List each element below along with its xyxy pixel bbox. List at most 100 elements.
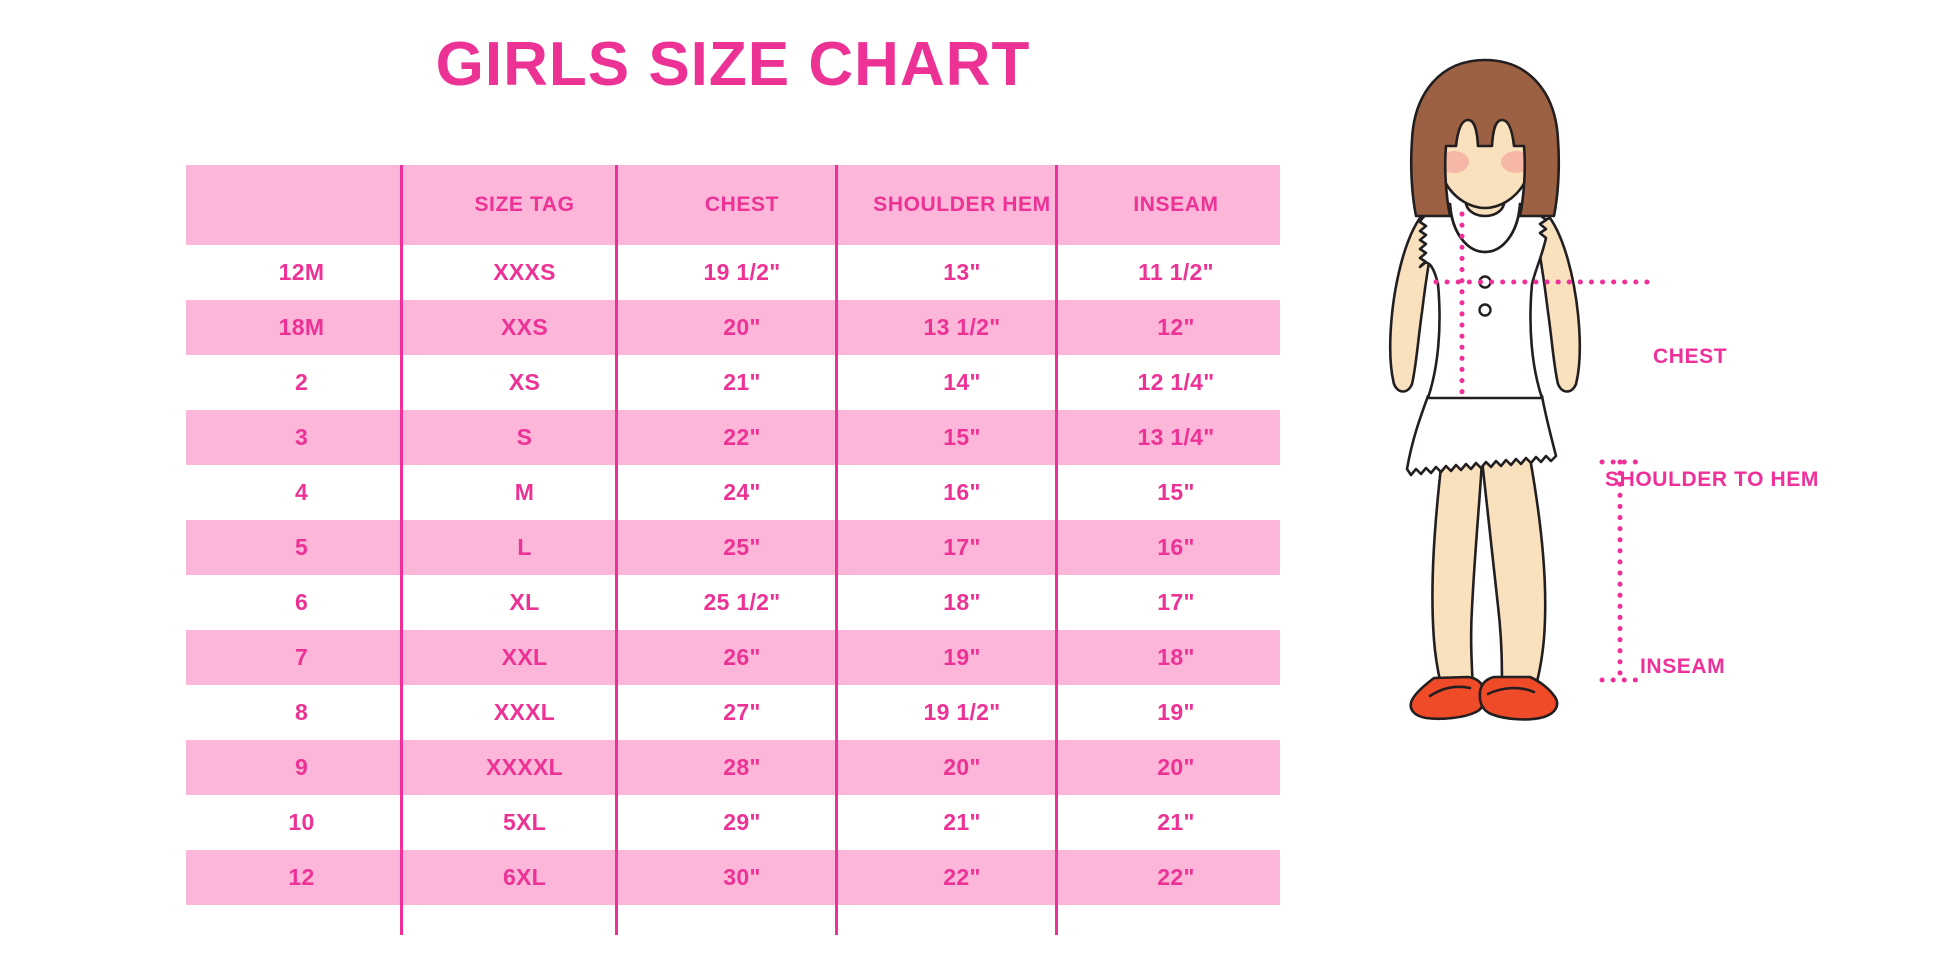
cell-shoulder_hem: 17" bbox=[852, 520, 1072, 575]
cell-chest: 29" bbox=[632, 795, 852, 850]
table-row: 2 XS 21" 14" 12 1/4" bbox=[186, 355, 1280, 410]
cell-chest: 26" bbox=[632, 630, 852, 685]
cell-shoulder_hem: 14" bbox=[852, 355, 1072, 410]
cell-chest: 27" bbox=[632, 685, 852, 740]
table-row: 10 5XL 29" 21" 21" bbox=[186, 795, 1280, 850]
label-inseam: INSEAM bbox=[1640, 655, 1726, 678]
column-header-0 bbox=[186, 165, 417, 245]
cell-inseam: 11 1/2" bbox=[1072, 245, 1280, 300]
cell-shoulder_hem: 19 1/2" bbox=[852, 685, 1072, 740]
table-header-row: SIZE TAG CHEST SHOULDER HEM INSEAM bbox=[186, 165, 1280, 245]
cell-size_tag: XL bbox=[417, 575, 632, 630]
girl-figure-illustration bbox=[1330, 28, 1660, 728]
cell-shoulder_hem: 21" bbox=[852, 795, 1072, 850]
cell-inseam: 20" bbox=[1072, 740, 1280, 795]
cell-inseam: 17" bbox=[1072, 575, 1280, 630]
cell-size: 7 bbox=[186, 630, 417, 685]
cell-chest: 21" bbox=[632, 355, 852, 410]
cell-size: 10 bbox=[186, 795, 417, 850]
table-row: 12 6XL 30" 22" 22" bbox=[186, 850, 1280, 905]
column-header-3: SHOULDER HEM bbox=[852, 165, 1072, 245]
cell-chest: 25" bbox=[632, 520, 852, 575]
cell-inseam: 16" bbox=[1072, 520, 1280, 575]
table-row: 8 XXXL 27" 19 1/2" 19" bbox=[186, 685, 1280, 740]
cell-chest: 25 1/2" bbox=[632, 575, 852, 630]
cell-inseam: 19" bbox=[1072, 685, 1280, 740]
label-shoulder-to-hem: SHOULDER TO HEM bbox=[1605, 468, 1819, 491]
column-divider-1 bbox=[400, 165, 403, 935]
cell-size: 12M bbox=[186, 245, 417, 300]
cell-size: 9 bbox=[186, 740, 417, 795]
cell-size_tag: M bbox=[417, 465, 632, 520]
cell-inseam: 12 1/4" bbox=[1072, 355, 1280, 410]
skirt bbox=[1405, 394, 1558, 477]
cell-shoulder_hem: 22" bbox=[852, 850, 1072, 905]
cell-chest: 20" bbox=[632, 300, 852, 355]
left-shoe bbox=[1409, 675, 1487, 721]
cell-inseam: 22" bbox=[1072, 850, 1280, 905]
right-shoe bbox=[1478, 675, 1559, 721]
cell-shoulder_hem: 13 1/2" bbox=[852, 300, 1072, 355]
table-row: 12M XXXS 19 1/2" 13" 11 1/2" bbox=[186, 245, 1280, 300]
column-header-2: CHEST bbox=[632, 165, 852, 245]
right-shoe-strap bbox=[1486, 686, 1536, 696]
cell-chest: 24" bbox=[632, 465, 852, 520]
cell-size_tag: 6XL bbox=[417, 850, 632, 905]
column-divider-4 bbox=[1055, 165, 1058, 935]
cell-shoulder_hem: 13" bbox=[852, 245, 1072, 300]
cell-shoulder_hem: 16" bbox=[852, 465, 1072, 520]
right-arm bbox=[1532, 216, 1582, 393]
left-shoe-strap bbox=[1428, 685, 1472, 698]
table-row: 18M XXS 20" 13 1/2" 12" bbox=[186, 300, 1280, 355]
page-title: GIRLS SIZE CHART bbox=[435, 30, 1031, 99]
column-divider-2 bbox=[615, 165, 618, 935]
cell-inseam: 21" bbox=[1072, 795, 1280, 850]
cell-chest: 28" bbox=[632, 740, 852, 795]
column-header-4: INSEAM bbox=[1072, 165, 1280, 245]
cell-inseam: 18" bbox=[1072, 630, 1280, 685]
cell-size: 4 bbox=[186, 465, 417, 520]
table-row: 6 XL 25 1/2" 18" 17" bbox=[186, 575, 1280, 630]
cell-size_tag: 5XL bbox=[417, 795, 632, 850]
cell-size_tag: XXXS bbox=[417, 245, 632, 300]
table-row: 9 XXXXL 28" 20" 20" bbox=[186, 740, 1280, 795]
cell-shoulder_hem: 20" bbox=[852, 740, 1072, 795]
cell-size_tag: XXXL bbox=[417, 685, 632, 740]
label-chest: CHEST bbox=[1653, 345, 1728, 368]
cell-chest: 22" bbox=[632, 410, 852, 465]
cell-size: 8 bbox=[186, 685, 417, 740]
cell-inseam: 15" bbox=[1072, 465, 1280, 520]
cell-size_tag: S bbox=[417, 410, 632, 465]
cell-inseam: 13 1/4" bbox=[1072, 410, 1280, 465]
cell-size: 18M bbox=[186, 300, 417, 355]
cell-shoulder_hem: 19" bbox=[852, 630, 1072, 685]
cell-shoulder_hem: 15" bbox=[852, 410, 1072, 465]
cell-inseam: 12" bbox=[1072, 300, 1280, 355]
cell-size_tag: XXS bbox=[417, 300, 632, 355]
table-row: 4 M 24" 16" 15" bbox=[186, 465, 1280, 520]
cell-size_tag: XS bbox=[417, 355, 632, 410]
cell-chest: 19 1/2" bbox=[632, 245, 852, 300]
cell-size_tag: XXL bbox=[417, 630, 632, 685]
right-leg bbox=[1480, 456, 1547, 692]
cell-shoulder_hem: 18" bbox=[852, 575, 1072, 630]
cell-size: 2 bbox=[186, 355, 417, 410]
column-divider-3 bbox=[835, 165, 838, 935]
column-header-1: SIZE TAG bbox=[417, 165, 632, 245]
cell-size: 5 bbox=[186, 520, 417, 575]
size-chart-table: SIZE TAG CHEST SHOULDER HEM INSEAM 12M XXXS 19… bbox=[186, 165, 1280, 905]
table-row: 5 L 25" 17" 16" bbox=[186, 520, 1280, 575]
neckline bbox=[1448, 202, 1522, 254]
table-row: 7 XXL 26" 19" 18" bbox=[186, 630, 1280, 685]
button-bottom bbox=[1478, 303, 1492, 317]
cell-size_tag: XXXXL bbox=[417, 740, 632, 795]
cell-size: 12 bbox=[186, 850, 417, 905]
table-row: 3 S 22" 15" 13 1/4" bbox=[186, 410, 1280, 465]
top-garment bbox=[1418, 195, 1548, 400]
cell-size_tag: L bbox=[417, 520, 632, 575]
cell-size: 3 bbox=[186, 410, 417, 465]
cell-size: 6 bbox=[186, 575, 417, 630]
hair bbox=[1409, 58, 1561, 218]
cell-chest: 30" bbox=[632, 850, 852, 905]
